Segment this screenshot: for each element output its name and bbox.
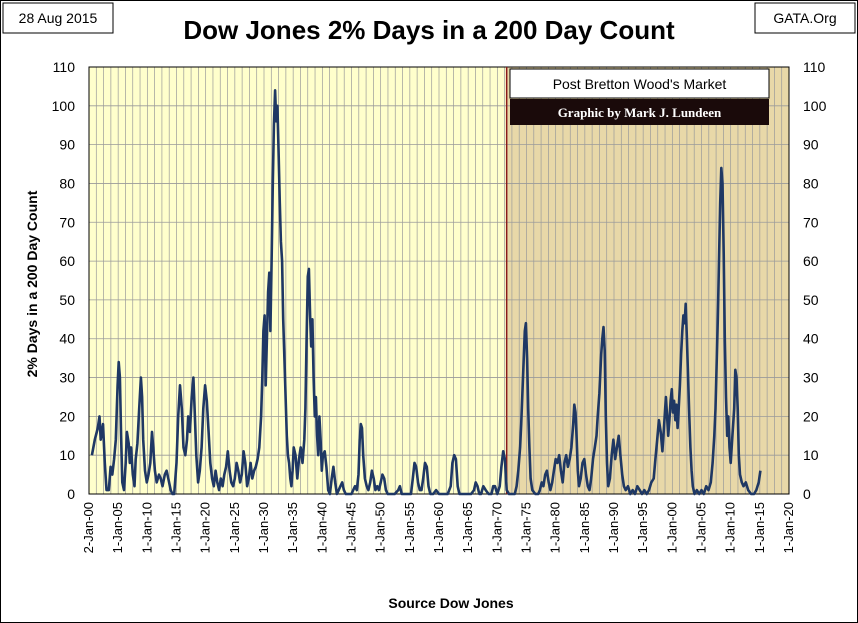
chart-title: Dow Jones 2% Days in a 200 Day Count <box>183 15 675 45</box>
y-tick-label-right: 60 <box>803 253 819 269</box>
x-tick-label: 1-Jan-55 <box>402 502 417 553</box>
credit-box <box>510 99 769 125</box>
x-axis-label: Source Dow Jones <box>388 595 513 611</box>
x-tick-label: 1-Jan-80 <box>548 502 563 553</box>
y-tick-label-left: 10 <box>59 447 75 463</box>
y-tick-label-left: 100 <box>52 98 76 114</box>
y-tick-label-right: 30 <box>803 370 819 386</box>
y-tick-label-left: 60 <box>59 253 75 269</box>
x-tick-label: 1-Jan-15 <box>169 502 184 553</box>
x-tick-label: 1-Jan-05 <box>110 502 125 553</box>
date-box <box>2 2 114 34</box>
x-tick-label: 1-Jan-40 <box>314 502 329 553</box>
y-tick-label-right: 90 <box>803 137 819 153</box>
y-tick-label-left: 70 <box>59 214 75 230</box>
x-tick-label: 1-Jan-10 <box>139 502 154 553</box>
x-tick-label: 1-Jan-10 <box>723 502 738 553</box>
x-tick-label: 1-Jan-75 <box>519 502 534 553</box>
date-label: 28 Aug 2015 <box>19 10 98 26</box>
gridlines <box>88 66 790 495</box>
x-tick-label: 1-Jan-35 <box>285 502 300 553</box>
y-tick-label-left: 0 <box>67 486 75 502</box>
y-tick-label-left: 80 <box>59 175 75 191</box>
y-tick-label-left: 110 <box>53 59 76 75</box>
y-tick-label-right: 80 <box>803 175 819 191</box>
x-axis-ticks: 2-Jan-00 1-Jan-05 1-Jan-10 1-Jan-15 1-Jan-20… <box>81 502 796 553</box>
credit-label: Graphic by Mark J. Lundeen <box>558 105 722 120</box>
x-tick-label: 1-Jan-60 <box>431 502 446 553</box>
plot-background-early <box>89 67 507 494</box>
x-tick-label: 1-Jan-65 <box>460 502 475 553</box>
x-tick-label: 1-Jan-45 <box>344 502 359 553</box>
x-tick-label: 1-Jan-50 <box>373 502 388 553</box>
y-tick-label-right: 110 <box>803 59 826 75</box>
x-tick-label: 1-Jan-20 <box>781 502 796 553</box>
x-tick-label: 1-Jan-00 <box>664 502 679 553</box>
y-tick-label-right: 40 <box>803 331 819 347</box>
y-tick-label-right: 100 <box>803 98 827 114</box>
source-box <box>754 2 856 34</box>
x-tick-label: 1-Jan-70 <box>489 502 504 553</box>
series-line-2pct-days <box>90 89 762 496</box>
x-tick-label: 1-Jan-85 <box>577 502 592 553</box>
y-tick-label-left: 90 <box>59 137 75 153</box>
y-tick-label-right: 20 <box>803 408 819 424</box>
y-axis-left-ticks: 0 10 20 30 40 50 60 70 80 90 100 110 <box>52 59 76 502</box>
y-tick-label-left: 40 <box>59 331 75 347</box>
plot-background-post-bretton-woods <box>506 67 789 494</box>
x-tick-label: 1-Jan-05 <box>694 502 709 553</box>
y-tick-label-left: 20 <box>59 408 75 424</box>
x-tick-label: 1-Jan-15 <box>752 502 767 553</box>
x-tick-label: 1-Jan-95 <box>635 502 650 553</box>
x-tick-label: 1-Jan-25 <box>227 502 242 553</box>
y-tick-label-right: 50 <box>803 292 819 308</box>
y-axis-label: 2% Days in a 200 Day Count <box>24 190 40 377</box>
y-tick-label-left: 50 <box>59 292 75 308</box>
x-tick-label: 1-Jan-20 <box>198 502 213 553</box>
y-tick-label-right: 70 <box>803 214 819 230</box>
x-tick-label: 2-Jan-00 <box>81 502 96 553</box>
x-tick-label: 1-Jan-30 <box>256 502 271 553</box>
legend-post-bretton-woods: Post Bretton Wood's Market <box>553 76 727 92</box>
y-axis-right-ticks: 0 10 20 30 40 50 60 70 80 90 100 110 <box>803 59 827 502</box>
y-tick-label-right: 10 <box>803 447 819 463</box>
legend-box <box>509 68 770 99</box>
site-label: GATA.Org <box>773 10 836 26</box>
y-tick-label-left: 30 <box>59 370 75 386</box>
x-tick-label: 1-Jan-90 <box>606 502 621 553</box>
y-tick-label-right: 0 <box>803 486 811 502</box>
